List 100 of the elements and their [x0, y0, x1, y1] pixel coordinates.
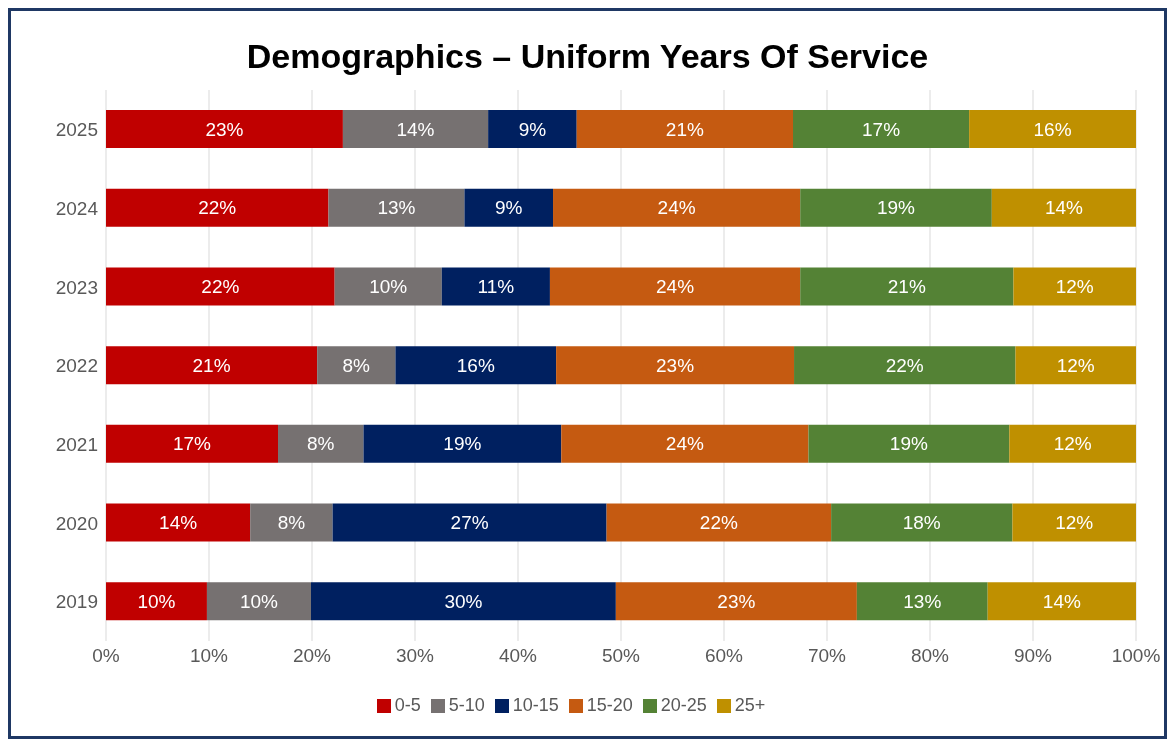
- x-tick-label: 40%: [498, 645, 538, 667]
- data-label: 10%: [239, 590, 279, 612]
- x-tick-label: 80%: [910, 645, 950, 667]
- bar: [106, 267, 335, 306]
- bar: [576, 110, 794, 148]
- bar: [206, 582, 311, 621]
- x-tick-label: 100%: [1111, 645, 1161, 667]
- data-label: 24%: [665, 433, 704, 455]
- data-label: 17%: [172, 433, 212, 455]
- y-tick-label: 2025: [55, 119, 98, 141]
- data-label: 21%: [665, 118, 704, 140]
- bar: [395, 346, 557, 385]
- data-label: 23%: [656, 354, 695, 376]
- bar: [310, 582, 616, 621]
- data-label: 14%: [1042, 590, 1081, 612]
- data-label: 16%: [456, 354, 495, 376]
- data-label: 18%: [902, 512, 941, 534]
- bar: [332, 503, 607, 542]
- bar: [969, 110, 1136, 148]
- bar: [106, 582, 207, 621]
- legend-label: 25+: [734, 695, 766, 715]
- data-label: 22%: [201, 275, 240, 297]
- data-label: 27%: [450, 512, 489, 534]
- data-label: 13%: [903, 590, 942, 612]
- data-label: 14%: [159, 512, 198, 534]
- bar: [615, 582, 857, 621]
- x-tick-label: 90%: [1013, 645, 1053, 667]
- data-label: 9%: [518, 118, 547, 140]
- bar: [556, 346, 795, 385]
- data-label: 12%: [1055, 512, 1094, 534]
- bar: [250, 503, 333, 542]
- bar: [488, 110, 577, 148]
- y-tick-label: 2023: [55, 276, 98, 298]
- data-label: 30%: [444, 590, 483, 612]
- x-tick-label: 60%: [704, 645, 744, 667]
- data-label: 24%: [657, 197, 696, 219]
- data-label: 12%: [1056, 354, 1095, 376]
- data-label: 19%: [889, 433, 928, 455]
- x-tick-label: 0%: [92, 645, 120, 667]
- data-label: 14%: [396, 118, 435, 140]
- bar: [549, 267, 801, 306]
- bar: [553, 188, 801, 227]
- bar: [800, 267, 1014, 306]
- y-tick-label: 2022: [55, 355, 98, 377]
- bar: [441, 267, 550, 306]
- data-label: 23%: [717, 590, 756, 612]
- data-label: 17%: [862, 118, 901, 140]
- bar: [278, 424, 364, 463]
- data-label: 19%: [876, 197, 916, 219]
- bar: [1015, 346, 1136, 385]
- data-label: 24%: [656, 275, 695, 297]
- x-tick-label: 20%: [292, 645, 332, 667]
- data-label: 12%: [1055, 275, 1094, 297]
- data-label: 14%: [1044, 197, 1084, 219]
- y-tick-label: 2020: [55, 512, 98, 534]
- data-label: 8%: [277, 512, 306, 534]
- bar: [800, 188, 992, 227]
- bar: [106, 110, 343, 148]
- data-label: 10%: [137, 590, 176, 612]
- data-label: 22%: [699, 512, 738, 534]
- chart-title: Demographics – Uniform Years Of Service: [245, 37, 930, 76]
- bar: [106, 188, 329, 227]
- bar: [831, 503, 1013, 542]
- bar: [106, 503, 251, 542]
- x-tick-label: 10%: [189, 645, 229, 667]
- bar: [464, 188, 554, 227]
- bar: [606, 503, 832, 542]
- legend-label: 20-25: [660, 695, 707, 715]
- x-tick-label: 30%: [395, 645, 435, 667]
- data-label: 12%: [1053, 433, 1092, 455]
- bar: [987, 582, 1136, 621]
- bar: [1009, 424, 1136, 463]
- y-tick-label: 2021: [55, 433, 98, 455]
- y-tick-label: 2019: [55, 591, 98, 613]
- y-tick-label: 2024: [55, 197, 99, 219]
- bar: [334, 267, 442, 306]
- bar: [808, 424, 1010, 463]
- data-label: 13%: [377, 197, 416, 219]
- legend-label: 15-20: [586, 695, 633, 715]
- data-label: 8%: [307, 433, 335, 455]
- data-label: 22%: [198, 197, 237, 219]
- bar: [342, 110, 489, 148]
- bar: [793, 110, 970, 148]
- x-tick-label: 70%: [807, 645, 847, 667]
- data-label: 22%: [885, 354, 924, 376]
- bar: [856, 582, 988, 621]
- data-label: 10%: [369, 275, 408, 297]
- bar: [317, 346, 396, 385]
- data-label: 21%: [192, 354, 231, 376]
- bar: [1012, 503, 1136, 542]
- data-label: 21%: [887, 275, 926, 297]
- x-tick-label: 50%: [601, 645, 641, 667]
- data-label: 16%: [1033, 118, 1072, 140]
- legend-label: 5-10: [448, 695, 485, 715]
- data-label: 19%: [443, 433, 482, 455]
- bar: [328, 188, 465, 227]
- data-label: 9%: [495, 197, 523, 219]
- bar: [363, 424, 562, 463]
- bar: [991, 188, 1136, 227]
- data-label: 11%: [477, 275, 515, 297]
